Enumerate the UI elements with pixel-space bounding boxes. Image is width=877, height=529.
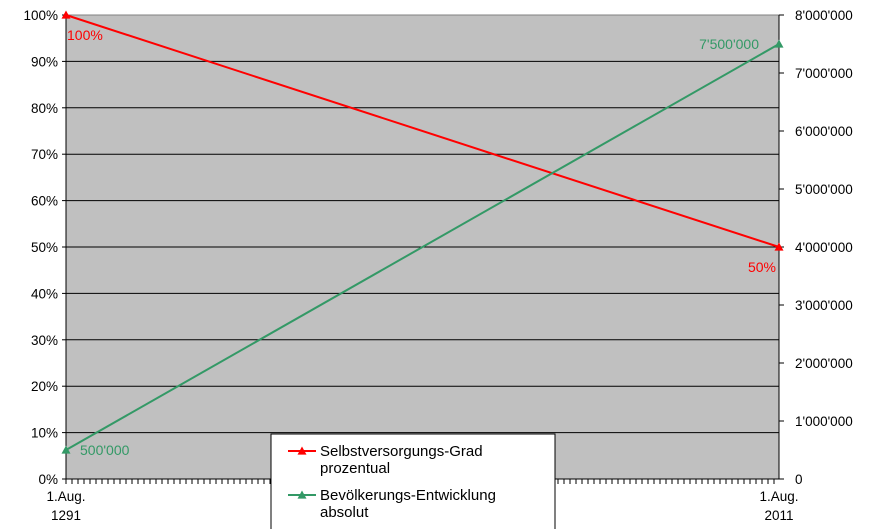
right-y-axis: 0 1'000'000 2'000'000 3'000'000 4'000'000 5'0… — [779, 8, 853, 487]
series-marker — [774, 242, 784, 251]
right-y-tick-label: 5'000'000 — [795, 182, 853, 197]
x-tick-label: 1.Aug. 1291 — [46, 489, 85, 523]
right-y-tick-label: 6'000'000 — [795, 124, 853, 139]
series-marker — [774, 39, 784, 48]
left-y-tick-label: 80% — [31, 101, 58, 116]
legend: Selbstversorgungs-Grad prozentual Bevölker… — [270, 433, 556, 529]
left-y-tick-label: 40% — [31, 286, 58, 301]
left-y-tick-label: 10% — [31, 426, 58, 441]
series-line — [65, 14, 780, 248]
left-y-tick-label: 90% — [31, 54, 58, 69]
legend-swatch-marker — [297, 446, 307, 455]
data-label: 500'000 — [80, 442, 130, 458]
left-y-tick-label: 0% — [38, 472, 58, 487]
right-y-tick-label: 7'000'000 — [795, 66, 853, 81]
right-y-tick-label: 8'000'000 — [795, 8, 853, 23]
data-label: 50% — [748, 259, 776, 275]
x-tick-label: 1.Aug. 2011 — [759, 489, 798, 523]
left-y-axis: 0% 10% 20% 30% 40% 50% 60% 70% 80% 90% 100% — [23, 8, 66, 487]
left-y-tick-label: 20% — [31, 379, 58, 394]
left-y-tick-label: 60% — [31, 194, 58, 209]
right-y-tick-label: 3'000'000 — [795, 298, 853, 313]
legend-entry-label: Bevölkerungs-Entwicklung absolut — [320, 487, 496, 521]
legend-box — [270, 433, 556, 529]
right-y-tick-label: 2'000'000 — [795, 356, 853, 371]
left-y-tick-label: 50% — [31, 240, 58, 255]
right-y-tick-label: 1'000'000 — [795, 414, 853, 429]
gridlines — [66, 60, 779, 434]
data-label: 7'500'000 — [699, 36, 759, 52]
right-y-tick-label: 0 — [795, 472, 803, 487]
legend-swatch-marker — [297, 490, 307, 499]
series-line — [65, 43, 780, 451]
series-group: 100% 50% 500'000 7'500'000 — [61, 10, 784, 458]
left-y-tick-label: 100% — [23, 8, 58, 23]
data-label: 100% — [67, 27, 103, 43]
left-y-tick-label: 30% — [31, 333, 58, 348]
series-marker — [61, 445, 71, 454]
legend-entry-label: Selbstversorgungs-Grad prozentual — [320, 443, 483, 477]
right-y-tick-label: 4'000'000 — [795, 240, 853, 255]
series-marker — [61, 10, 71, 19]
left-y-tick-label: 70% — [31, 147, 58, 162]
x-axis: 1.Aug. 1291 1.Aug. 2011 — [46, 479, 799, 523]
